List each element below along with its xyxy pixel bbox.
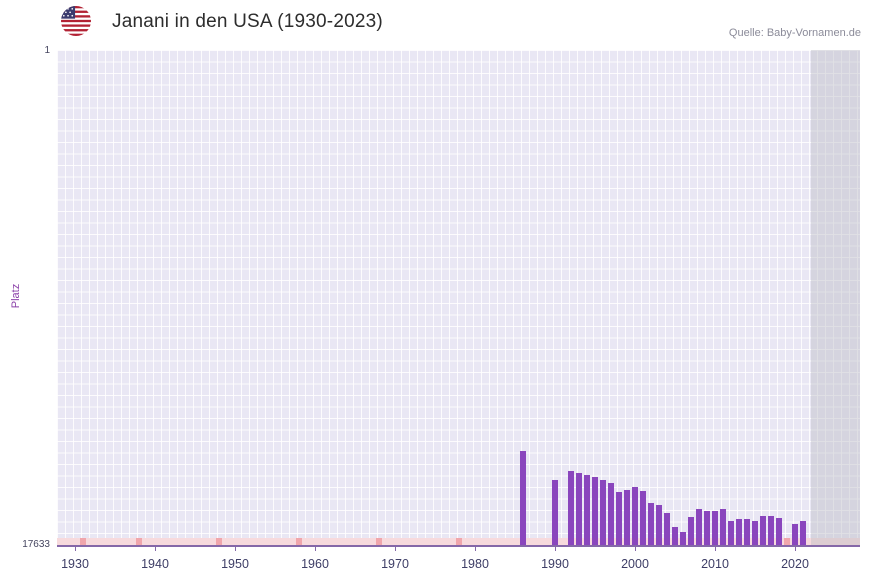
x-tick-mark-2020 <box>795 547 796 551</box>
chart-bar-2011[interactable] <box>720 508 726 545</box>
x-tick-mark-1930 <box>75 547 76 551</box>
chart-bar-1990[interactable] <box>552 479 558 545</box>
chart-bar-1999[interactable] <box>624 489 630 545</box>
chart-bar-2002[interactable] <box>648 503 654 545</box>
x-tick-mark-1970 <box>395 547 396 551</box>
x-tick-label-1940: 1940 <box>141 557 169 571</box>
chart-bar-2001[interactable] <box>640 491 646 545</box>
no-data-tick-1978 <box>456 538 462 545</box>
x-tick-mark-1980 <box>475 547 476 551</box>
no-data-tick-1938 <box>136 538 142 545</box>
y-tick-min: 17633 <box>22 539 50 550</box>
chart-bar-2008[interactable] <box>696 508 702 545</box>
x-tick-label-1950: 1950 <box>221 557 249 571</box>
x-tick-label-1990: 1990 <box>541 557 569 571</box>
chart-bar-2009[interactable] <box>704 510 710 545</box>
chart-bar-1993[interactable] <box>576 472 582 545</box>
chart-bar-2015[interactable] <box>752 521 758 545</box>
no-data-tick-1958 <box>296 538 302 545</box>
chart-bar-2005[interactable] <box>672 526 678 545</box>
chart-bar-1994[interactable] <box>584 475 590 545</box>
y-tick-max: 1 <box>44 45 50 56</box>
chart-bar-2006[interactable] <box>680 532 686 545</box>
x-tick-label-1970: 1970 <box>381 557 409 571</box>
us-flag-icon <box>61 6 91 36</box>
no-data-tick-1968 <box>376 538 382 545</box>
chart-bar-2000[interactable] <box>632 487 638 545</box>
source-credit: Quelle: Baby-Vornamen.de <box>728 27 861 39</box>
chart-bar-2018[interactable] <box>776 517 782 545</box>
x-tick-label-2010: 2010 <box>701 557 729 571</box>
x-tick-label-1980: 1980 <box>461 557 489 571</box>
chart-bar-2004[interactable] <box>664 512 670 545</box>
chart-bar-1995[interactable] <box>592 477 598 545</box>
chart-bar-2013[interactable] <box>736 519 742 545</box>
chart-bar-2014[interactable] <box>744 519 750 545</box>
no-data-tick-1931 <box>80 538 86 545</box>
chart-bar-1986[interactable] <box>520 451 526 545</box>
x-tick-mark-1990 <box>555 547 556 551</box>
chart-bar-1998[interactable] <box>616 491 622 545</box>
chart-bar-2003[interactable] <box>656 505 662 545</box>
x-tick-label-1930: 1930 <box>61 557 89 571</box>
chart-bar-1992[interactable] <box>568 471 574 545</box>
x-tick-mark-1940 <box>155 547 156 551</box>
chart-bar-2012[interactable] <box>728 521 734 545</box>
x-tick-mark-2000 <box>635 547 636 551</box>
future-years-band <box>811 50 860 545</box>
plot-area <box>57 50 860 547</box>
chart-bar-2020[interactable] <box>792 523 798 545</box>
x-tick-label-1960: 1960 <box>301 557 329 571</box>
no-data-tick-2019 <box>784 538 790 545</box>
y-axis-label: Platz <box>10 283 22 309</box>
chart-bar-2016[interactable] <box>760 516 766 545</box>
x-tick-mark-2010 <box>715 547 716 551</box>
x-tick-mark-1960 <box>315 547 316 551</box>
x-tick-mark-1950 <box>235 547 236 551</box>
chart-bar-2021[interactable] <box>800 521 806 545</box>
chart-title: Janani in den USA (1930-2023) <box>112 11 383 32</box>
x-tick-label-2000: 2000 <box>621 557 649 571</box>
x-tick-label-2020: 2020 <box>781 557 809 571</box>
chart-bar-2010[interactable] <box>712 510 718 545</box>
chart-bar-2007[interactable] <box>688 516 694 545</box>
no-data-tick-1948 <box>216 538 222 545</box>
chart-bar-1996[interactable] <box>600 480 606 545</box>
chart-bar-1997[interactable] <box>608 483 614 545</box>
chart-bar-2017[interactable] <box>768 516 774 545</box>
